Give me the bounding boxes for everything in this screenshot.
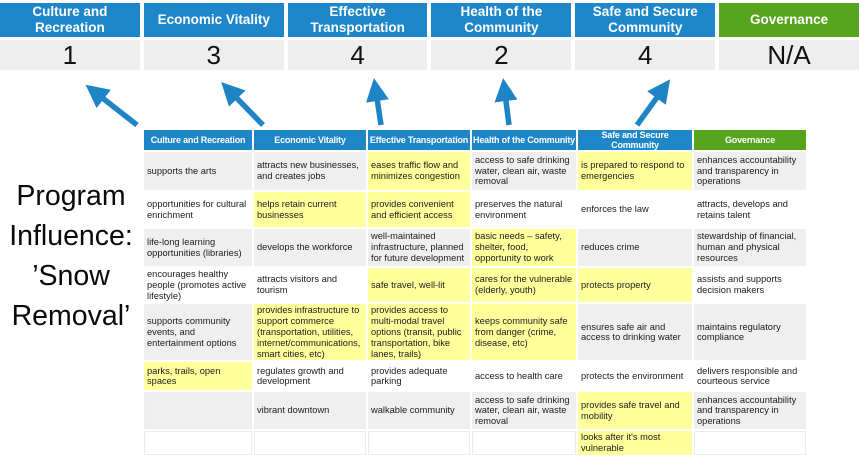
matrix-cell: provides infrastructure to support comme… xyxy=(252,302,368,363)
matrix-cell: enhances accountability and transparency… xyxy=(692,390,808,432)
matrix-cell: vibrant downtown xyxy=(252,390,368,432)
title-line: ’Snow xyxy=(32,260,110,292)
matrix-cell: reduces crime xyxy=(576,227,694,268)
matrix-header-health-of-community: Health of the Community xyxy=(470,128,578,152)
matrix-cell: access to safe drinking water, clean air… xyxy=(470,150,578,192)
matrix-cell: supports community events, and entertain… xyxy=(142,302,254,363)
matrix-cell: life-long learning opportunities (librar… xyxy=(142,227,254,268)
matrix-cell: provides convenient and efficient access xyxy=(366,190,472,229)
matrix-cell: delivers responsible and courteous servi… xyxy=(692,360,808,393)
up-left-arrow-icon xyxy=(221,82,265,127)
matrix-header-safe-secure-community: Safe and Secure Community xyxy=(576,128,694,152)
matrix-cell: maintains regulatory compliance xyxy=(692,302,808,363)
matrix-cell: looks after it's most vulnerable xyxy=(576,429,694,457)
matrix-cell: attracts, develops and retains talent xyxy=(692,190,808,229)
matrix-cell: enforces the law xyxy=(576,190,694,229)
score-value-economic-vitality: 3 xyxy=(143,40,284,70)
title-line: Influence: xyxy=(9,220,133,252)
matrix-cell: attracts new businesses, and creates job… xyxy=(252,150,368,192)
matrix-cell: parks, trails, open spaces xyxy=(142,360,254,393)
matrix-header-economic-vitality: Economic Vitality xyxy=(252,128,368,152)
score-header-safe-secure-community: Safe and Secure Community xyxy=(575,3,716,37)
score-header-culture-and-recreation: Culture and Recreation xyxy=(0,3,140,37)
score-value-safe-secure-community: 4 xyxy=(575,40,716,70)
matrix-cell: eases traffic flow and minimizes congest… xyxy=(366,150,472,192)
score-value-health-of-community: 2 xyxy=(431,40,572,70)
matrix-cell: protects the environment xyxy=(576,360,694,393)
table-row: vibrant downtown walkable community access… xyxy=(142,390,808,432)
matrix-cell: keeps community safe from danger (crime,… xyxy=(470,302,578,363)
matrix-cell xyxy=(366,429,472,457)
table-row: encourages healthy people (promotes acti… xyxy=(142,265,808,305)
score-header-effective-transportation: Effective Transportation xyxy=(287,3,428,37)
matrix-cell: cares for the vulnerable (elderly, youth… xyxy=(470,265,578,305)
up-arrow-icon xyxy=(494,78,518,126)
matrix-header-governance: Governance xyxy=(692,128,808,152)
matrix-cell xyxy=(470,429,578,457)
matrix-cell xyxy=(692,429,808,457)
matrix-cell: enhances accountability and transparency… xyxy=(692,150,808,192)
up-left-arrow-icon xyxy=(85,84,139,128)
matrix-cell: access to health care xyxy=(470,360,578,393)
influence-matrix-table: Culture and Recreation Economic Vitality… xyxy=(142,128,808,457)
matrix-cell: provides safe travel and mobility xyxy=(576,390,694,432)
up-right-arrow-icon xyxy=(634,79,671,127)
matrix-cell: assists and supports decision makers xyxy=(692,265,808,305)
score-value-culture-and-recreation: 1 xyxy=(0,40,140,70)
matrix-cell: well-maintained infrastructure, planned … xyxy=(366,227,472,268)
matrix-cell: preserves the natural environment xyxy=(470,190,578,229)
matrix-cell: supports the arts xyxy=(142,150,254,192)
title-line: Program xyxy=(16,180,126,212)
up-arrow-icon xyxy=(365,78,389,126)
table-row: parks, trails, open spaces regulates grow… xyxy=(142,360,808,393)
matrix-cell: walkable community xyxy=(366,390,472,432)
matrix-header-effective-transportation: Effective Transportation xyxy=(366,128,472,152)
matrix-cell xyxy=(142,390,254,432)
matrix-cell: opportunities for cultural enrichment xyxy=(142,190,254,229)
score-summary: Culture and Recreation Economic Vitality… xyxy=(0,3,859,70)
matrix-cell: develops the workforce xyxy=(252,227,368,268)
matrix-cell: access to safe drinking water, clean air… xyxy=(470,390,578,432)
table-row: opportunities for cultural enrichment hel… xyxy=(142,190,808,229)
matrix-cell: protects property xyxy=(576,265,694,305)
table-row: life-long learning opportunities (librar… xyxy=(142,227,808,268)
table-row: looks after it's most vulnerable xyxy=(142,429,808,457)
arrows-layer xyxy=(85,78,671,128)
table-row: supports community events, and entertain… xyxy=(142,302,808,363)
matrix-cell: encourages healthy people (promotes acti… xyxy=(142,265,254,305)
matrix-cell: helps retain current businesses xyxy=(252,190,368,229)
matrix-cell: is prepared to respond to emergencies xyxy=(576,150,694,192)
title-line: Removal’ xyxy=(11,300,131,332)
matrix-cell: stewardship of financial, human and phys… xyxy=(692,227,808,268)
score-header-economic-vitality: Economic Vitality xyxy=(143,3,284,37)
score-value-governance: N/A xyxy=(719,40,859,70)
score-header-health-of-community: Health of the Community xyxy=(431,3,572,37)
program-influence-title: Program Influence: ’Snow Removal’ xyxy=(1,176,141,336)
matrix-cell xyxy=(252,429,368,457)
matrix-header-culture-and-recreation: Culture and Recreation xyxy=(142,128,254,152)
score-header-governance: Governance xyxy=(719,3,859,37)
matrix-cell: basic needs – safety, shelter, food, opp… xyxy=(470,227,578,268)
matrix-cell: ensures safe air and access to drinking … xyxy=(576,302,694,363)
matrix-cell: safe travel, well-lit xyxy=(366,265,472,305)
score-value-effective-transportation: 4 xyxy=(287,40,428,70)
matrix-cell xyxy=(142,429,254,457)
table-row: supports the arts attracts new businesses… xyxy=(142,150,808,192)
matrix-cell: provides adequate parking xyxy=(366,360,472,393)
matrix-cell: regulates growth and development xyxy=(252,360,368,393)
matrix-cell: attracts visitors and tourism xyxy=(252,265,368,305)
matrix-cell: provides access to multi-modal travel op… xyxy=(366,302,472,363)
